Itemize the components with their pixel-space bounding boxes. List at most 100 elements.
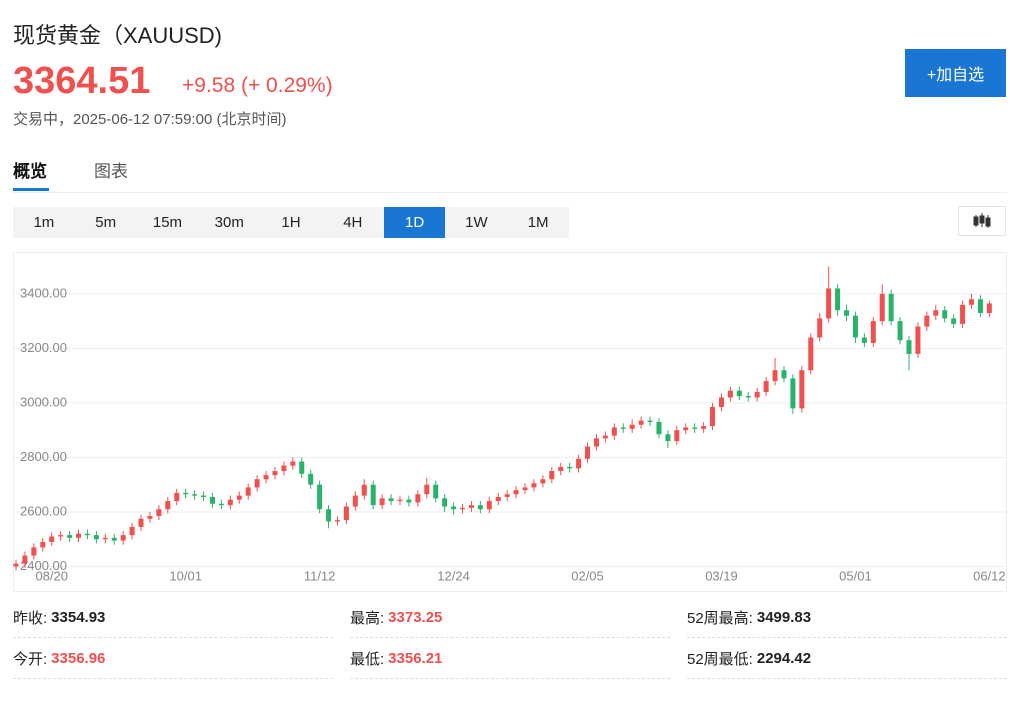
stat-value: 3354.93 xyxy=(51,609,106,626)
interval-button[interactable]: 1D xyxy=(383,207,446,238)
candle-body xyxy=(718,397,724,408)
y-tick-label: 3000.00 xyxy=(20,394,67,409)
candle-body xyxy=(674,430,680,442)
candle-body xyxy=(308,473,314,485)
candle-body xyxy=(665,434,671,442)
candle-body xyxy=(576,458,582,469)
candle-body xyxy=(424,484,430,495)
candle-body xyxy=(763,381,769,393)
candle-body xyxy=(558,466,564,472)
candle-body xyxy=(495,496,501,502)
stat-value: 3499.83 xyxy=(756,609,812,626)
candle-body xyxy=(281,465,287,472)
candle-body xyxy=(352,495,358,507)
candle-body xyxy=(960,304,966,324)
candle-body xyxy=(218,503,224,506)
tab[interactable]: 图表 xyxy=(94,162,128,181)
candle-body xyxy=(254,479,260,488)
tab[interactable]: 概览 xyxy=(13,162,47,181)
title: 现货黄金（XAUUSD) xyxy=(13,23,223,48)
candle-body xyxy=(317,484,323,510)
interval-bar: 1m 5m 15m 30m 1H 4H 1D 1W 1M xyxy=(13,207,569,238)
stat-value: 3356.21 xyxy=(388,650,443,667)
interval-button[interactable]: 30m xyxy=(214,214,244,231)
chart-frame xyxy=(13,252,1007,592)
candle-body xyxy=(772,370,778,382)
candle-body xyxy=(451,506,457,510)
candle-body xyxy=(781,370,787,379)
candle-body xyxy=(49,536,55,542)
y-tick-label: 2600.00 xyxy=(20,503,67,518)
candle-body xyxy=(933,310,939,316)
candle-body xyxy=(263,475,269,480)
candle-body xyxy=(977,299,983,313)
candle-body xyxy=(183,492,189,495)
interval-button[interactable]: 1H xyxy=(281,214,301,231)
candle-body xyxy=(852,315,858,338)
tab-underline xyxy=(13,188,49,191)
candle-body xyxy=(111,537,117,541)
add-watchlist-button[interactable]: +加自选 xyxy=(905,49,1006,97)
candle-body xyxy=(710,407,716,427)
candle-body xyxy=(888,293,894,322)
candle-body xyxy=(745,396,751,398)
x-tick-label: 06/12 xyxy=(973,568,1006,583)
candle-body xyxy=(986,303,992,313)
candle-body xyxy=(192,494,198,496)
candle-body xyxy=(460,507,465,510)
interval-button[interactable]: 5m xyxy=(95,214,117,231)
interval-button[interactable]: 4H xyxy=(343,214,363,231)
candle-body xyxy=(602,435,608,439)
candle-body xyxy=(477,505,483,510)
candle-body xyxy=(201,495,207,497)
candle-body xyxy=(817,318,823,338)
candle-body xyxy=(406,499,412,503)
stat-label: 今开: xyxy=(13,651,48,668)
candle-body xyxy=(513,490,519,495)
chart-type-button[interactable] xyxy=(958,206,1006,236)
candle-body xyxy=(138,518,144,527)
stat-label: 52周最高: xyxy=(687,610,753,627)
y-tick-label: 2800.00 xyxy=(20,449,67,464)
candle-body xyxy=(531,483,537,488)
candle-body xyxy=(585,446,591,459)
stat-label: 52周最低: xyxy=(687,651,753,668)
stat-label: 最低: xyxy=(350,651,385,668)
y-tick-label: 3200.00 xyxy=(20,340,67,355)
candle-body xyxy=(906,340,912,354)
candle-body xyxy=(656,422,662,435)
interval-button[interactable]: 15m xyxy=(152,214,183,231)
candle-body xyxy=(245,487,251,496)
candle-body xyxy=(290,461,296,466)
candle-body xyxy=(147,516,153,519)
x-tick-label: 10/01 xyxy=(169,568,202,583)
candle-body xyxy=(397,499,403,502)
candle-body xyxy=(84,533,90,536)
candle-body xyxy=(209,496,215,504)
interval-button[interactable]: 1m xyxy=(33,214,55,231)
candle-body xyxy=(334,520,340,522)
interval-button[interactable]: 1M xyxy=(527,214,549,231)
candle-body xyxy=(826,288,832,319)
candle-body xyxy=(843,310,849,316)
candle-body xyxy=(174,492,180,502)
candle-body xyxy=(370,484,376,506)
interval-button[interactable]: 1W xyxy=(465,214,488,231)
candle-body xyxy=(31,547,37,556)
stat: 昨收: 3354.93 xyxy=(13,598,333,638)
stat: 最低: 3356.21 xyxy=(350,639,670,679)
candle-body xyxy=(272,471,278,476)
candle-body xyxy=(165,501,171,510)
candle-body xyxy=(415,494,421,503)
candle-body xyxy=(67,535,73,538)
candle-body xyxy=(790,378,796,409)
candle-body xyxy=(969,299,975,305)
candle-body xyxy=(629,424,635,429)
candle-body xyxy=(549,471,555,480)
x-tick-label: 02/05 xyxy=(571,568,604,583)
x-tick-label: 11/12 xyxy=(304,568,336,583)
candle-body xyxy=(808,337,814,371)
y-tick-label: 2400.00 xyxy=(20,558,67,573)
candle-body xyxy=(343,506,349,521)
